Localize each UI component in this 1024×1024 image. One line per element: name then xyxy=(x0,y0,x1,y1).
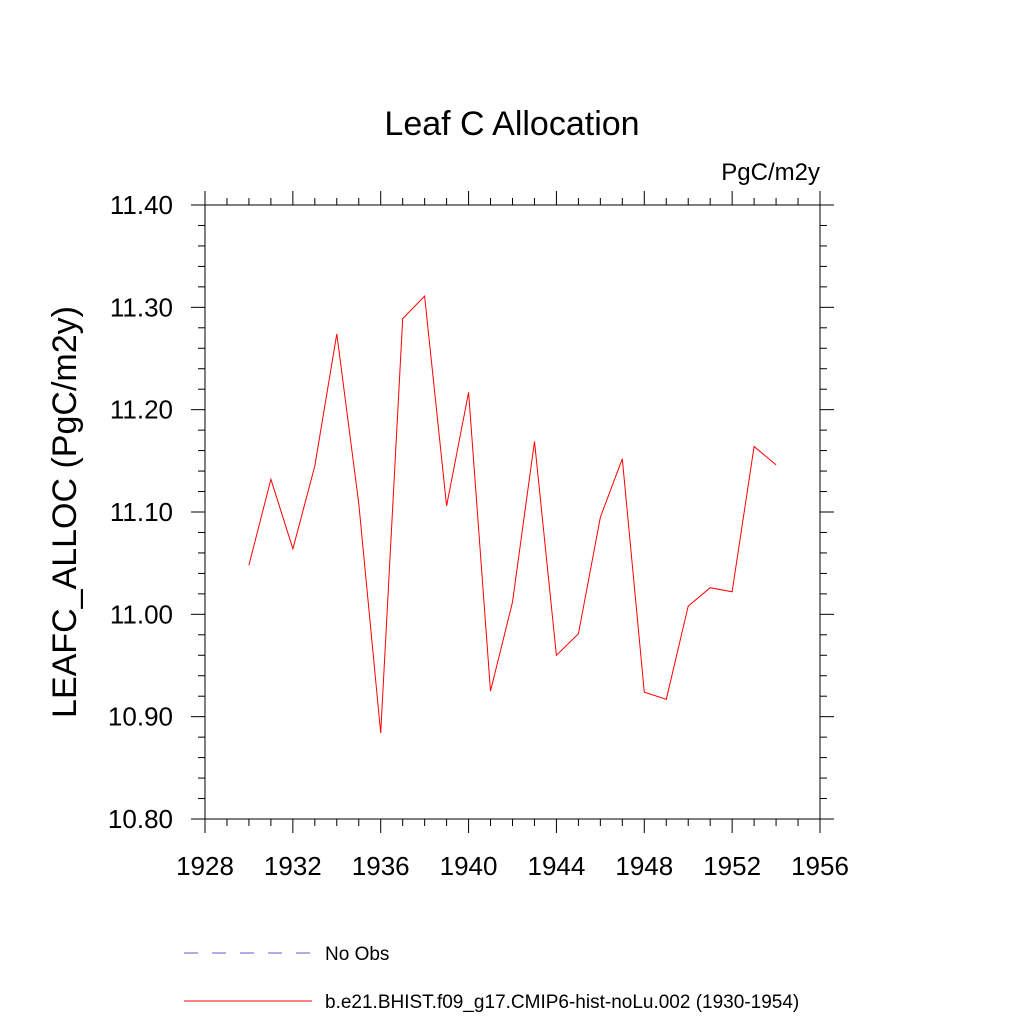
plot-frame xyxy=(204,204,821,820)
y-tick-label: 10.80 xyxy=(108,804,173,834)
legend-label-no-obs: No Obs xyxy=(325,944,389,965)
y-tick-label: 11.00 xyxy=(110,599,173,629)
units-label: PgC/m2y xyxy=(721,159,820,186)
y-tick-label: 11.20 xyxy=(110,395,173,425)
legend-label-model: b.e21.BHIST.f09_g17.CMIP6-hist-noLu.002 … xyxy=(325,992,799,1013)
y-tick-label: 10.90 xyxy=(108,702,173,732)
x-tick-labels: 1928 1932 1936 1940 1944 1948 1952 1956 xyxy=(176,851,849,881)
minor-ticks xyxy=(198,198,827,826)
major-ticks xyxy=(191,191,834,833)
x-tick-label: 1952 xyxy=(703,851,761,881)
y-tick-label: 11.40 xyxy=(110,190,173,220)
x-tick-label: 1948 xyxy=(615,851,673,881)
series-line-0 xyxy=(248,294,777,734)
x-tick-label: 1928 xyxy=(176,851,234,881)
y-axis-label: LEAFC_ALLOC (PgC/m2y) xyxy=(46,306,84,718)
x-tick-label: 1956 xyxy=(791,851,849,881)
x-tick-label: 1940 xyxy=(440,851,498,881)
series-lines xyxy=(248,294,777,734)
x-tick-label: 1936 xyxy=(352,851,410,881)
y-tick-label: 11.30 xyxy=(110,292,173,322)
chart-title: Leaf C Allocation xyxy=(384,105,639,143)
x-tick-label: 1932 xyxy=(264,851,322,881)
x-tick-label: 1944 xyxy=(528,851,586,881)
y-tick-labels: 10.80 10.90 11.00 11.10 11.20 11.30 11.40 xyxy=(108,190,173,834)
legend: No Obs b.e21.BHIST.f09_g17.CMIP6-hist-no… xyxy=(184,944,799,1013)
y-tick-label: 11.10 xyxy=(110,497,173,527)
